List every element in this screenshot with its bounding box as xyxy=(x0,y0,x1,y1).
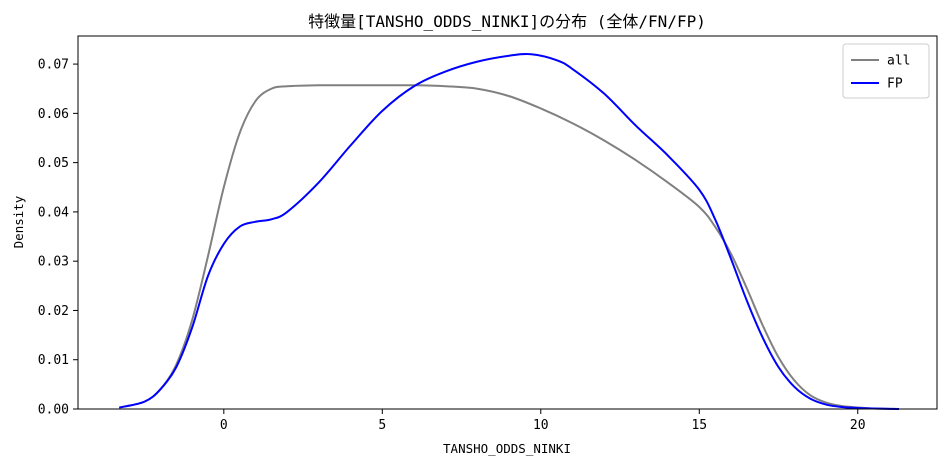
axes: 0 5 10 15 20 0.00 0.01 0.02 0.03 0.04 0.05 0.06 0.07 xyxy=(38,58,866,433)
y-tick-label: 0.02 xyxy=(38,304,69,319)
series-line-fp xyxy=(118,52,899,410)
legend-label-fp: FP xyxy=(887,77,903,92)
series-line-all xyxy=(118,84,899,410)
x-tick-label: 5 xyxy=(378,418,386,433)
x-tick-label: 10 xyxy=(533,418,549,433)
y-tick-label: 0.07 xyxy=(38,58,69,73)
y-tick-label: 0.04 xyxy=(38,205,69,220)
y-axis-label: Density xyxy=(11,195,26,248)
y-tick-label: 0.06 xyxy=(38,107,69,122)
plot-frame xyxy=(77,35,938,410)
x-tick-label: 20 xyxy=(850,418,866,433)
y-tick-label: 0.05 xyxy=(38,156,69,171)
legend-frame xyxy=(842,43,930,99)
chart-title: 特徴量[TANSHO_ODDS_NINKI]の分布 (全体/FN/FP) xyxy=(308,12,706,31)
legend-label-all: all xyxy=(887,54,910,69)
legend: all FP xyxy=(842,43,930,99)
plot-area xyxy=(118,52,899,410)
y-tick-label: 0.01 xyxy=(38,353,69,368)
y-tick-label: 0.03 xyxy=(38,255,69,270)
x-axis-label: TANSHO_ODDS_NINKI xyxy=(443,441,571,456)
y-tick-label: 0.00 xyxy=(38,403,69,418)
x-tick-label: 15 xyxy=(691,418,707,433)
x-tick-label: 0 xyxy=(220,418,228,433)
